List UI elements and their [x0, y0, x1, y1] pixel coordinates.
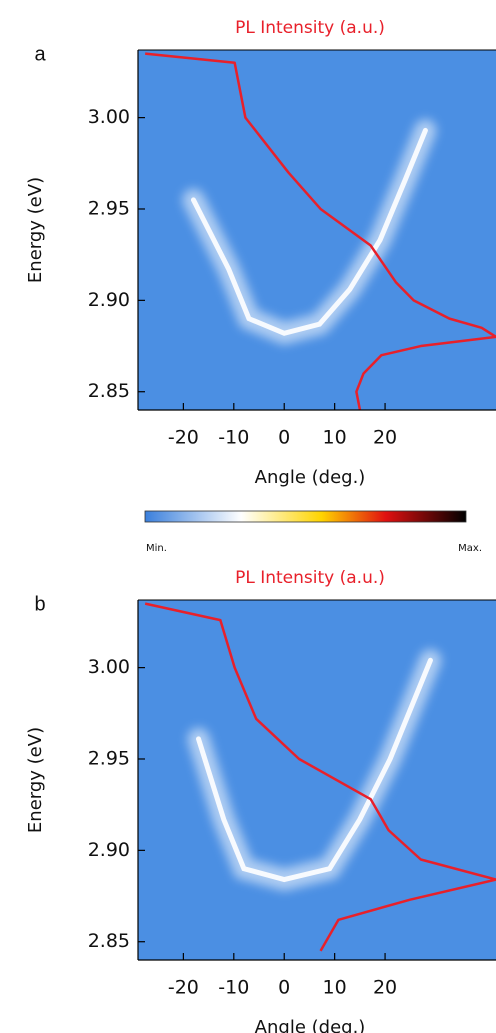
x-tick-label: 10	[323, 427, 347, 449]
pl-curve	[145, 52, 496, 410]
y-axis-label: Energy (eV)	[25, 177, 46, 283]
chart-title: PL Intensity (a.u.)	[235, 568, 385, 588]
colorbar-min: Min.	[146, 543, 167, 554]
panel-label: a	[34, 43, 46, 65]
y-tick-label: 2.95	[88, 197, 130, 219]
colorbar	[144, 510, 467, 523]
plot-background	[138, 50, 496, 410]
x-axis-label: Angle (deg.)	[255, 1017, 366, 1033]
y-axis-label: Energy (eV)	[25, 727, 46, 833]
y-tick-label: 3.00	[88, 656, 130, 678]
x-tick-label: 20	[373, 427, 397, 449]
x-axis-label: Angle (deg.)	[255, 467, 366, 488]
x-tick-label: 10	[323, 977, 347, 999]
x-tick-label: 0	[278, 427, 290, 449]
y-tick-label: 2.95	[88, 747, 130, 769]
x-tick-label: -10	[218, 977, 249, 999]
y-tick-label: 2.85	[88, 380, 130, 402]
plot-area	[144, 602, 496, 952]
x-tick-label: -10	[218, 427, 249, 449]
y-tick-label: 3.00	[88, 106, 130, 128]
chart-title: PL Intensity (a.u.)	[235, 18, 385, 38]
y-tick-label: 2.85	[88, 930, 130, 952]
x-tick-label: 0	[278, 977, 290, 999]
panel-label: b	[34, 593, 45, 615]
dispersion-band	[196, 657, 433, 883]
dispersion-band	[190, 127, 428, 336]
x-tick-label: -20	[168, 977, 199, 999]
plot-background	[138, 600, 496, 960]
colorbar-max: Max.	[458, 543, 482, 554]
plot-area	[145, 52, 496, 410]
pl-curve	[144, 602, 496, 952]
y-tick-label: 2.90	[88, 289, 130, 311]
x-tick-label: 20	[373, 977, 397, 999]
y-tick-label: 2.90	[88, 839, 130, 861]
x-tick-label: -20	[168, 427, 199, 449]
